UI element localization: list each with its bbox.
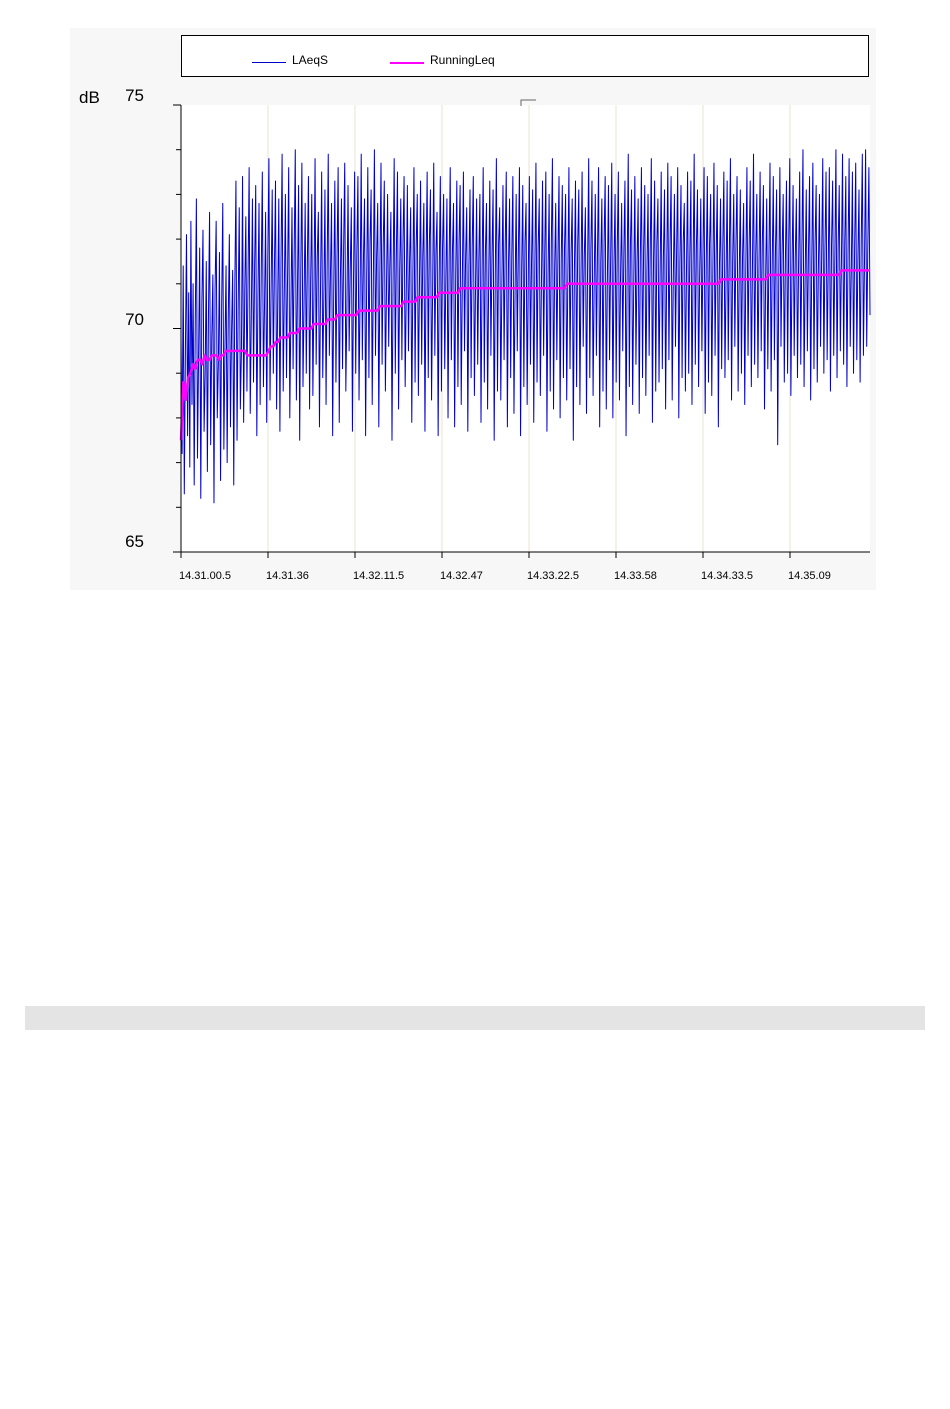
line-chart: 14.31.00.5 14.31.36 14.32.11.5 14.32.47 14.3…	[173, 99, 871, 582]
x-tick-labels: 14.31.00.5 14.31.36 14.32.11.5 14.32.47 14.3…	[179, 570, 831, 582]
x-tick-label: 14.33.58	[614, 570, 657, 582]
x-tick-label: 14.34.33.5	[701, 570, 753, 582]
y-axis-unit-label: dB	[79, 88, 100, 107]
axes	[173, 104, 870, 558]
chart-legend: LAeqS RunningLeq	[181, 35, 869, 77]
x-tick-label: 14.31.00.5	[179, 570, 231, 582]
x-tick-label: 14.31.36	[266, 570, 309, 582]
legend-label-runningleq: RunningLeq	[430, 53, 495, 67]
series-line-laeqs	[180, 149, 871, 504]
legend-label-laeqs: LAeqS	[292, 53, 329, 67]
x-tick-label: 14.35.09	[788, 570, 831, 582]
legend-swatch-laeqs	[252, 62, 286, 63]
legend-swatch-runningleq	[390, 62, 424, 64]
series-lines	[179, 149, 871, 504]
x-tick-label: 14.32.47	[440, 570, 483, 582]
y-tick-label-65: 65	[125, 532, 144, 551]
corner-marker-icon	[520, 99, 536, 106]
series-line-runningleq	[179, 269, 870, 441]
y-tick-label-75: 75	[125, 86, 144, 105]
x-tick-label: 14.33.22.5	[527, 570, 579, 582]
footer-bar	[25, 1006, 925, 1030]
y-tick-label-70: 70	[125, 310, 144, 329]
x-tick-label: 14.32.11.5	[353, 570, 404, 582]
